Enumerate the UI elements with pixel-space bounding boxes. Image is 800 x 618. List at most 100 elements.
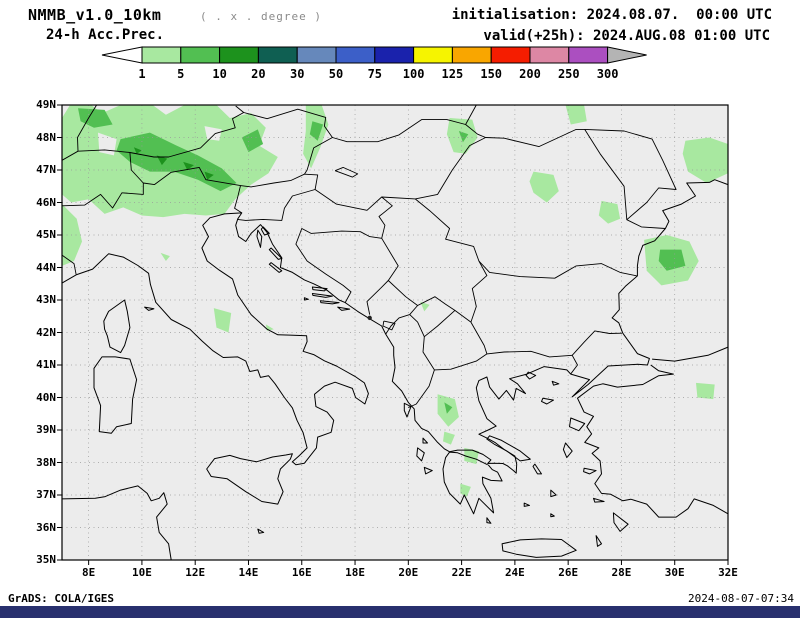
colorbar-segment-3 [257,46,298,64]
country-border [454,310,472,323]
colorbar-segment-8 [451,46,492,64]
colorbar-tick-label: 50 [329,67,343,81]
colorbar-tick-label: 5 [177,67,184,81]
country-border [237,189,316,221]
island-outline [103,299,131,354]
precip-area-level-0 [420,301,430,312]
island-outline [268,262,283,273]
colorbar-segment-5 [335,46,376,64]
country-border [424,310,456,338]
island-outline [144,306,155,311]
colorbar-tick-label: 75 [368,67,382,81]
grads-stamp: GrADS: COLA/IGES [8,592,114,605]
colorbar-tick-label: 200 [519,67,541,81]
island-outline [268,247,283,260]
lon-tick-label: 12E [185,566,206,579]
precip-area-level-0 [443,431,455,445]
island-outline [541,397,554,405]
lon-tick-label: 24E [504,566,525,579]
lat-tick-label: 48N [36,130,56,144]
precip-area-level-0 [696,382,715,400]
island-outline [583,467,597,475]
precip-area-level-2 [133,147,142,154]
country-border [379,238,399,289]
country-border [486,350,573,358]
kotor-bay-mark [367,315,372,321]
colorbar-tick-label: 150 [480,67,502,81]
island-outline [525,371,537,380]
resolution-note: ( . x . degree ) [200,10,322,23]
precip-area-level-0 [598,200,621,224]
colorbar-segment-4 [296,46,337,64]
lon-tick-label: 30E [664,566,685,579]
island-outline [423,466,433,475]
precipitation-map [57,104,729,565]
coastline [442,451,503,515]
island-outline [257,528,265,534]
precip-area-level-1 [458,131,469,143]
island-outline [416,447,425,462]
lat-tick-label: 45N [36,228,56,241]
island-outline [523,502,530,507]
island-outline [337,306,351,311]
lat-tick-label: 42N [36,325,56,339]
lat-tick-label: 40N [36,390,56,404]
product-title: 24-h Acc.Prec. [46,27,165,43]
island-outline [532,463,542,475]
island-outline [422,437,428,444]
lon-tick-label: 32E [718,566,738,579]
precip-area-level-2 [204,171,214,180]
island-outline [311,286,328,292]
lat-tick-label: 44N [36,260,56,274]
island-outline [93,356,138,434]
island-outline [550,489,557,498]
colorbar-segment-9 [490,46,531,64]
lat-tick-label: 39N [36,423,56,436]
lon-tick-label: 16E [291,566,312,579]
coastline [577,364,729,518]
precip-area-level-1 [78,108,113,128]
country-border [332,104,477,143]
precip-area-level-0 [682,137,728,183]
country-border [61,254,77,275]
coastline [61,179,729,474]
lon-tick-label: 10E [131,566,152,579]
island-outline [311,293,333,298]
country-border [485,128,666,229]
country-borders [61,104,677,409]
bottom-blue-strip [0,606,800,618]
precip-area-level-0 [213,308,232,333]
country-border [77,104,97,152]
lon-tick-label: 14E [238,566,259,579]
precip-area-level-0 [464,447,479,465]
country-border [571,330,623,356]
island-outline [569,417,586,432]
precip-area-level-2 [183,161,194,170]
country-border [366,288,381,315]
country-border [295,228,382,303]
country-border [382,320,396,331]
island-outline [303,297,309,301]
country-border [334,166,359,178]
coastline [652,346,729,362]
colorbar-segment-1 [180,46,221,64]
lon-tick-label: 18E [345,566,365,579]
precipitation-colorbar: 1 5 10 20 30 50 75 100 125 150 200 250 300 [101,46,647,81]
country-border [61,108,333,188]
precip-area-level-0 [565,105,587,125]
precip-shading [62,105,728,497]
lat-tick-label: 43N [36,293,56,306]
coastline [61,485,172,561]
lon-tick-label: 28E [611,566,632,579]
island-outline [551,380,560,386]
island-outline [550,513,555,518]
precip-area-level-2 [156,155,168,166]
country-border [417,296,456,311]
initialisation-label: initialisation: 2024.08.07. 00:00 UTC [451,7,772,23]
colorbar-below-min-arrow [101,46,143,64]
lat-tick-label: 41N [36,358,56,371]
island-outline [593,497,605,503]
lat-tick-label: 38N [36,455,56,469]
island-outline [403,402,412,418]
valid-time-label: valid(+25h): 2024.AUG.08 01:00 UTC [483,28,770,44]
